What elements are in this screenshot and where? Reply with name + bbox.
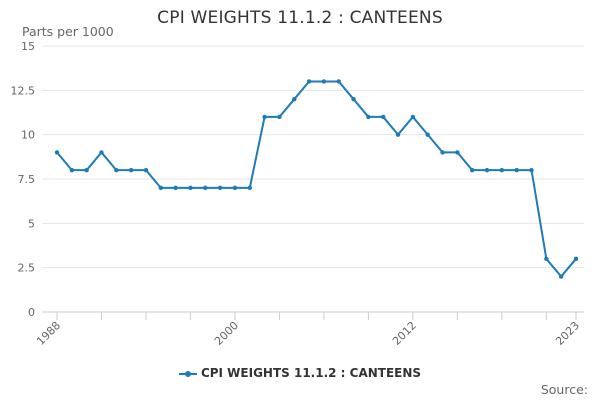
data-point[interactable] bbox=[351, 97, 356, 102]
legend[interactable]: CPI WEIGHTS 11.1.2 : CANTEENS bbox=[0, 366, 600, 380]
data-point[interactable] bbox=[558, 274, 564, 279]
data-point[interactable] bbox=[306, 79, 312, 84]
data-point[interactable] bbox=[173, 185, 178, 191]
data-point[interactable] bbox=[366, 114, 371, 120]
data-point[interactable] bbox=[217, 185, 223, 191]
x-tick-label: 2000 bbox=[212, 319, 241, 348]
data-point[interactable] bbox=[425, 132, 430, 137]
data-point[interactable] bbox=[499, 167, 505, 173]
data-point[interactable] bbox=[84, 167, 89, 173]
chart-title: CPI WEIGHTS 11.1.2 : CANTEENS bbox=[157, 8, 443, 28]
data-point[interactable] bbox=[128, 167, 134, 173]
legend-dot bbox=[184, 370, 191, 377]
y-tick-label: 2.5 bbox=[18, 262, 36, 275]
y-tick-label: 15 bbox=[21, 40, 35, 53]
data-point[interactable] bbox=[99, 150, 104, 155]
data-point[interactable] bbox=[573, 256, 579, 261]
x-tick-label: 1988 bbox=[34, 319, 63, 348]
data-point[interactable] bbox=[336, 79, 341, 84]
data-point[interactable] bbox=[232, 185, 238, 191]
data-point[interactable] bbox=[114, 167, 119, 173]
data-point[interactable] bbox=[69, 167, 75, 173]
data-point[interactable] bbox=[203, 185, 208, 191]
y-tick-label: 7.5 bbox=[18, 173, 36, 186]
source-label: Source: bbox=[540, 382, 588, 397]
data-point[interactable] bbox=[247, 185, 252, 191]
y-axis-label: Parts per 1000 bbox=[22, 24, 114, 39]
series-group bbox=[54, 79, 579, 279]
data-point[interactable] bbox=[470, 167, 475, 173]
data-point[interactable] bbox=[54, 150, 60, 155]
data-point[interactable] bbox=[143, 167, 149, 173]
legend-label: CPI WEIGHTS 11.1.2 : CANTEENS bbox=[200, 366, 422, 380]
data-point[interactable] bbox=[277, 114, 282, 120]
data-point[interactable] bbox=[262, 114, 267, 120]
x-tick-label: 2012 bbox=[390, 319, 419, 348]
data-point[interactable] bbox=[292, 97, 297, 102]
x-axis bbox=[42, 311, 584, 320]
y-axis-ticks: 0 2.5 5 7.5 10 12.5 15 bbox=[11, 40, 36, 319]
data-point[interactable] bbox=[410, 114, 416, 120]
data-point[interactable] bbox=[440, 150, 445, 155]
data-point[interactable] bbox=[514, 167, 519, 173]
x-tick-label: 2023 bbox=[553, 319, 582, 348]
data-point[interactable] bbox=[158, 185, 163, 191]
data-point[interactable] bbox=[455, 150, 460, 155]
data-point[interactable] bbox=[381, 114, 386, 120]
series-line bbox=[56, 80, 577, 278]
x-axis-ticks: 1988 2000 2012 2023 bbox=[34, 319, 582, 348]
y-tick-label: 0 bbox=[28, 306, 35, 319]
y-tick-label: 10 bbox=[21, 129, 35, 142]
data-point[interactable] bbox=[321, 79, 327, 84]
data-point[interactable] bbox=[188, 185, 193, 191]
data-point[interactable] bbox=[529, 167, 534, 173]
data-point[interactable] bbox=[395, 132, 401, 137]
y-tick-label: 12.5 bbox=[11, 84, 36, 97]
y-tick-label: 5 bbox=[28, 217, 35, 230]
gridlines bbox=[42, 45, 584, 313]
data-point[interactable] bbox=[484, 167, 490, 173]
legend-marker-icon bbox=[178, 369, 197, 379]
data-point[interactable] bbox=[544, 256, 549, 261]
